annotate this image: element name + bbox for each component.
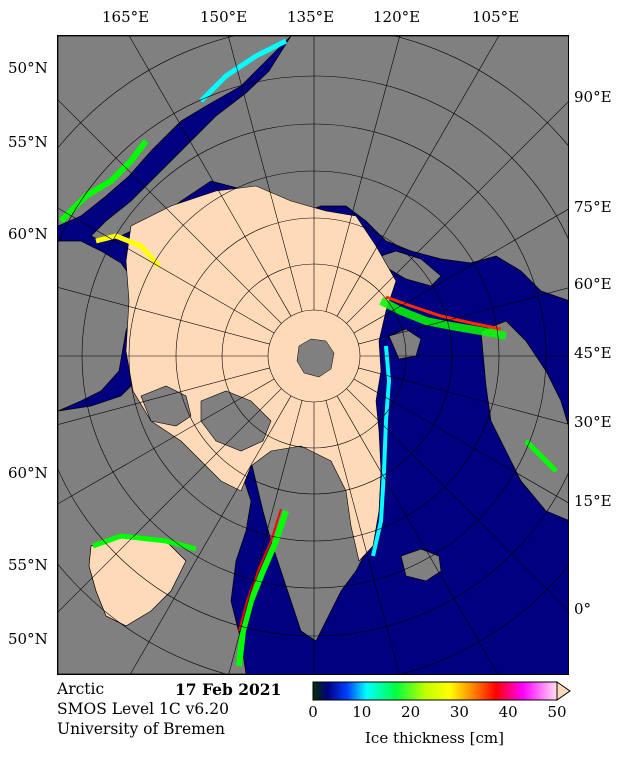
colorbar-tick-label: 50 xyxy=(547,703,567,721)
colorbar-tick-label: 0 xyxy=(308,703,318,721)
lon-label-0: 0° xyxy=(574,600,592,618)
thin-ice-bering xyxy=(95,233,161,268)
ice-central-arctic xyxy=(125,185,397,562)
meridian-line xyxy=(358,367,568,425)
lat-label-50N-bottom: 50°N xyxy=(8,630,48,648)
land-alaska xyxy=(58,240,142,412)
thin-ice-okhotsk-top xyxy=(199,38,288,103)
thin-ice-hudson xyxy=(92,533,197,552)
product-label: SMOS Level 1C v6.20 xyxy=(57,700,229,718)
meridian-line xyxy=(358,287,568,345)
lon-label-45E: 45°E xyxy=(574,344,612,362)
meridian-line xyxy=(353,209,568,334)
meridian-line xyxy=(346,388,568,611)
lon-label-75E: 75°E xyxy=(574,198,612,216)
meridian-line xyxy=(128,36,292,317)
colorbar-gradient xyxy=(312,681,558,701)
land-ellesmere xyxy=(200,390,272,452)
lat-label-50N-top: 50°N xyxy=(8,59,48,77)
meridian-line xyxy=(130,395,292,674)
lon-label-30E: 30°E xyxy=(574,413,612,431)
colorbar-tick-label: 20 xyxy=(401,703,421,721)
meridian-line xyxy=(227,36,303,312)
meridian-line xyxy=(58,99,282,324)
meridian-line xyxy=(58,207,275,334)
lon-label-105E: 105°E xyxy=(472,8,520,26)
land-arctic-islands xyxy=(140,385,192,427)
institution-label: University of Bremen xyxy=(57,720,225,738)
lon-label-120E: 120°E xyxy=(373,8,421,26)
graticule xyxy=(58,36,568,674)
lon-label-60E: 60°E xyxy=(574,275,612,293)
lon-label-165E: 165°E xyxy=(102,8,150,26)
meridian-line xyxy=(336,395,498,674)
meridian-line xyxy=(325,400,400,674)
lat-label-60N-top: 60°N xyxy=(8,225,48,243)
meridian-line xyxy=(346,101,568,324)
meridian-line xyxy=(336,36,500,317)
lon-label-15E: 15°E xyxy=(574,492,612,510)
region-label: Arctic xyxy=(57,680,105,698)
meridian-line xyxy=(228,400,303,674)
thin-ice-barents-red xyxy=(385,295,502,331)
lon-label-150E: 150°E xyxy=(200,8,248,26)
colorbar-extend-arrow xyxy=(556,681,571,701)
lat-label-55N-top: 55°N xyxy=(8,133,48,151)
land-iceland xyxy=(400,548,442,582)
thin-ice-greenland-sea xyxy=(371,345,392,557)
colorbar-tick-label: 30 xyxy=(449,703,469,721)
land-scandinavia xyxy=(480,320,568,521)
arctic-ice-map xyxy=(57,35,569,675)
meridian-line xyxy=(353,378,568,503)
thin-ice-okhotsk xyxy=(58,139,149,224)
land-novaya-zemlya xyxy=(380,250,442,287)
thin-ice-baltic xyxy=(524,439,558,473)
thin-ice-barents xyxy=(379,297,507,340)
colorbar-tick-label: 40 xyxy=(498,703,518,721)
lon-label-90E: 90°E xyxy=(574,88,612,106)
thin-ice-labrador xyxy=(236,510,289,667)
lat-label-55N-bottom: 55°N xyxy=(8,556,48,574)
lat-label-60N-bottom: 60°N xyxy=(8,464,48,482)
meridian-line xyxy=(58,388,282,613)
pole-hole xyxy=(296,338,335,378)
meridian-line xyxy=(58,367,270,425)
meridian-line xyxy=(325,36,401,312)
lon-label-135E: 135°E xyxy=(287,8,335,26)
thin-ice-labrador-red xyxy=(238,508,282,632)
ice-thickness-colorbar xyxy=(312,681,571,701)
meridian-line xyxy=(58,287,270,345)
colorbar-tick-label: 10 xyxy=(352,703,372,721)
meridian-line xyxy=(58,378,275,505)
date-label: 17 Feb 2021 xyxy=(175,680,282,699)
colorbar-label: Ice thickness [cm] xyxy=(365,729,504,747)
